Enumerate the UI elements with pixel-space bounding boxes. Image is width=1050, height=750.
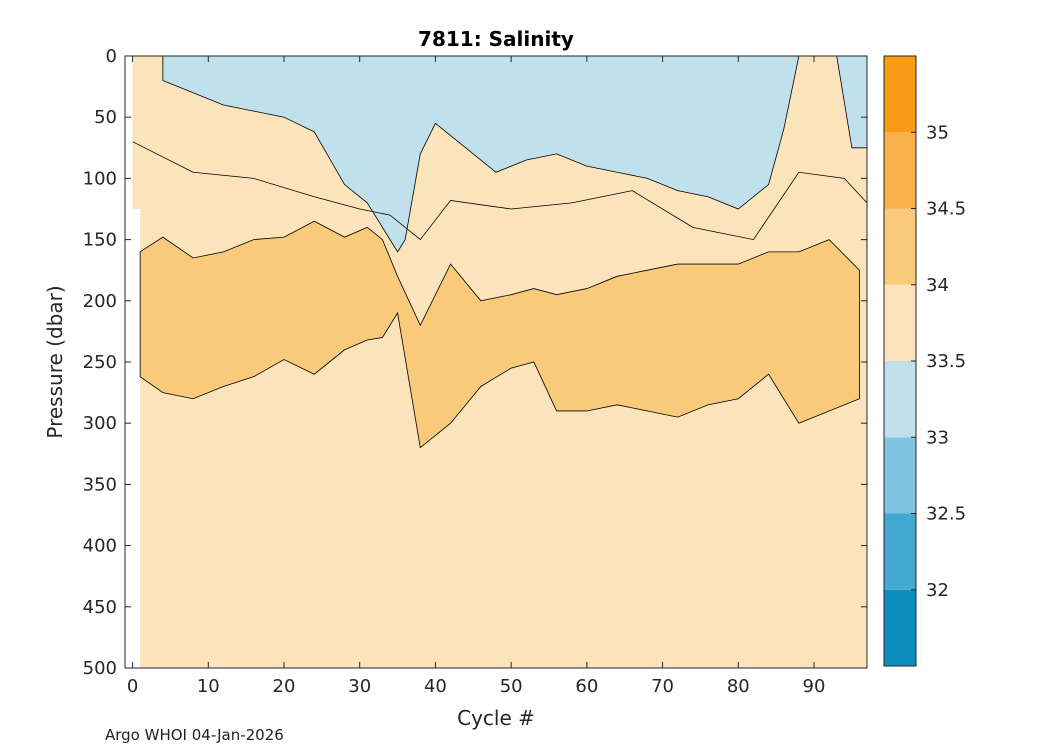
colorbar-segment	[884, 589, 916, 666]
colorbar-segment	[884, 361, 916, 438]
x-tick-label: 10	[197, 676, 220, 697]
plot-axes: 0 10 20 30 40 50 60 70 80 90 0 50 100 150 200 250 300 350…	[83, 46, 868, 697]
colorbar-tick-label: 34.5	[926, 199, 966, 220]
chart-title: 7811: Salinity	[418, 27, 574, 51]
colorbar-tick-label: 33.5	[926, 351, 966, 372]
colorbar-tick-label: 32	[926, 580, 949, 601]
colorbar: 32 32.5 33 33.5 34 34.5 35	[883, 55, 966, 667]
colorbar-segment	[884, 284, 916, 361]
colorbar-segment	[884, 56, 916, 133]
y-tick-label: 150	[83, 230, 117, 251]
x-tick-label: 50	[500, 676, 523, 697]
x-tick-label: 20	[273, 676, 296, 697]
y-tick-label: 350	[83, 474, 117, 495]
x-axis-title: Cycle #	[457, 706, 535, 730]
x-tick-label: 60	[575, 676, 598, 697]
x-tick-label: 30	[348, 676, 371, 697]
y-tick-label: 500	[83, 658, 117, 679]
y-tick-label: 250	[83, 352, 117, 373]
x-tick-label: 0	[127, 676, 138, 697]
y-tick-label: 300	[83, 413, 117, 434]
y-tick-label: 200	[83, 291, 117, 312]
colorbar-tick-label: 35	[926, 122, 949, 143]
y-tick-label: 450	[83, 597, 117, 618]
colorbar-segment	[884, 132, 916, 209]
y-tick-label: 0	[106, 46, 117, 67]
colorbar-segment	[884, 208, 916, 285]
colorbar-tick-label: 34	[926, 275, 949, 296]
colorbar-tick-label: 32.5	[926, 504, 966, 525]
colorbar-segment	[884, 437, 916, 514]
colorbar-segment	[884, 513, 916, 590]
colorbar-tick-label: 33	[926, 427, 949, 448]
salinity-field-profile-0	[132, 56, 141, 209]
high-salinity-core	[139, 220, 860, 449]
x-tick-label: 70	[651, 676, 674, 697]
footer-credit: Argo WHOI 04-Jan-2026	[105, 726, 284, 744]
x-tick-label: 40	[424, 676, 447, 697]
y-tick-label: 400	[83, 536, 117, 557]
y-tick-label: 100	[83, 168, 117, 189]
y-axis-title: Pressure (dbar)	[43, 285, 67, 438]
x-tick-label: 80	[727, 676, 750, 697]
x-tick-label: 90	[803, 676, 826, 697]
y-tick-label: 50	[94, 107, 117, 128]
contour-plot-area	[132, 55, 868, 668]
contour-line	[132, 141, 868, 241]
